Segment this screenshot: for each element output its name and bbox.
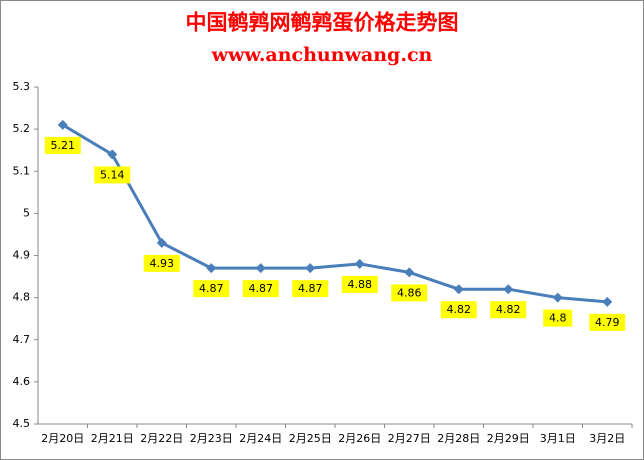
value-label: 4.86 (397, 286, 422, 299)
value-label: 5.21 (51, 139, 76, 152)
x-tick-label: 2月26日 (338, 432, 381, 445)
x-tick-label: 2月28日 (437, 432, 480, 445)
value-label-box (292, 280, 329, 298)
value-label: 4.82 (496, 303, 521, 316)
chart-subtitle: www.anchunwang.cn (211, 44, 433, 66)
chart-title: 中国鹌鹑网鹌鹑蛋价格走势图 (186, 10, 459, 35)
y-tick-label: 4.6 (13, 375, 31, 388)
y-tick-label: 5.3 (13, 80, 31, 93)
marker (503, 284, 514, 295)
value-label-box (440, 301, 477, 319)
marker (255, 263, 266, 274)
x-tick-label: 2月22日 (140, 432, 183, 445)
value-label: 5.14 (100, 168, 125, 181)
y-tick-label: 5.2 (13, 122, 31, 135)
value-label: 4.82 (447, 303, 472, 316)
marker (453, 284, 464, 295)
marker (602, 296, 613, 307)
x-tick-label: 2月29日 (487, 432, 530, 445)
y-tick-label: 4.8 (13, 291, 31, 304)
value-label-box (94, 166, 131, 184)
x-tick-label: 3月1日 (540, 432, 576, 445)
marker (305, 263, 316, 274)
value-label: 4.93 (150, 257, 175, 270)
value-label: 4.87 (298, 282, 323, 295)
x-tick-label: 2月21日 (91, 432, 134, 445)
value-label-box (143, 254, 180, 272)
value-label: 4.88 (348, 278, 373, 291)
value-label-box (242, 280, 279, 298)
y-tick-label: 4.5 (13, 417, 31, 430)
marker (354, 258, 365, 269)
x-tick-label: 2月20日 (41, 432, 84, 445)
line (61, 123, 608, 304)
x-tick-label: 2月25日 (289, 432, 332, 445)
value-label-box (543, 309, 573, 327)
y-tick-label: 5 (23, 206, 30, 219)
y-tick-label: 4.7 (13, 333, 31, 346)
value-label-box (193, 280, 230, 298)
value-label-box (391, 284, 428, 302)
value-label-box (44, 136, 81, 154)
y-tick-label: 5.1 (13, 164, 31, 177)
value-label-box (490, 301, 527, 319)
value-label-box (589, 313, 626, 331)
value-label: 4.87 (199, 282, 224, 295)
value-label: 4.87 (249, 282, 274, 295)
y-tick-label: 4.9 (13, 249, 31, 262)
x-tick-label: 2月24日 (239, 432, 282, 445)
marker (107, 149, 118, 160)
value-label: 4.8 (549, 312, 567, 325)
x-tick-label: 2月23日 (190, 432, 233, 445)
value-label-box (341, 275, 378, 293)
marker (552, 292, 563, 303)
marker (206, 263, 217, 274)
marker (404, 267, 415, 278)
value-label: 4.79 (595, 316, 620, 329)
marker (156, 237, 167, 248)
x-tick-label: 3月2日 (589, 432, 625, 445)
x-tick-label: 2月27日 (388, 432, 431, 445)
marker (57, 119, 68, 130)
